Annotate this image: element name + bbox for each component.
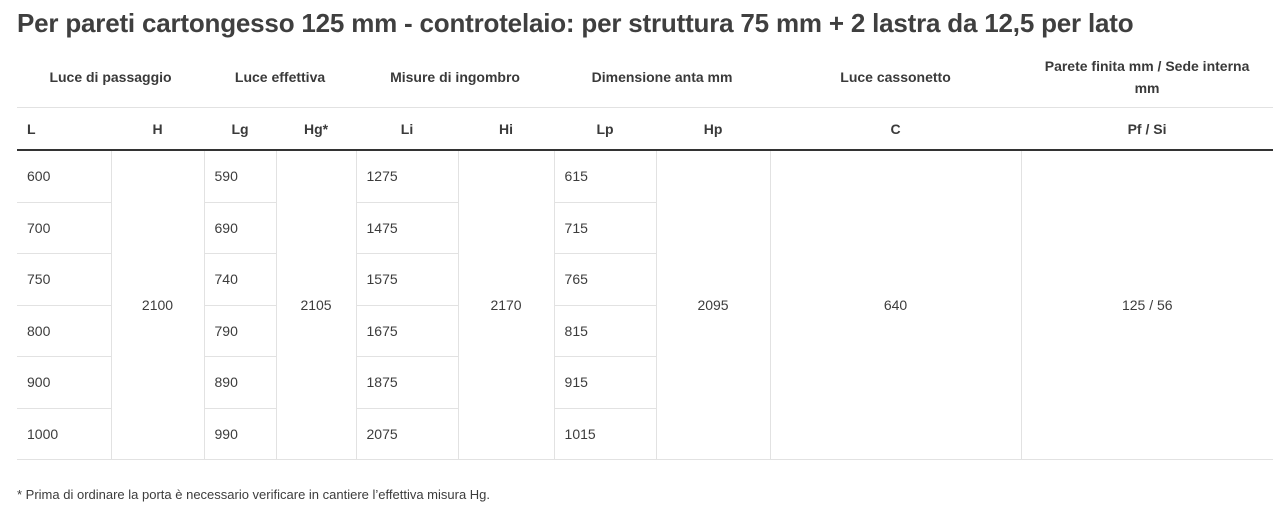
cell-c: 640 — [769, 150, 1022, 460]
table-row: 900 890 1875 915 — [17, 356, 1273, 409]
cell-li: 1575 — [356, 253, 459, 306]
cell-l: 900 — [17, 356, 111, 409]
cell-h: 2100 — [110, 150, 205, 460]
footnote: * Prima di ordinare la porta è necessari… — [17, 487, 491, 502]
col-header-li: Li — [356, 107, 459, 151]
group-header-luce-cassonetto: Luce cassonetto — [770, 46, 1022, 108]
cell-l: 600 — [17, 150, 111, 203]
col-header-pf-si: Pf / Si — [1021, 107, 1274, 151]
cell-pf-si: 125 / 56 — [1020, 150, 1274, 460]
col-header-l: L — [17, 107, 111, 151]
cell-hp: 2095 — [655, 150, 771, 460]
cell-lp: 615 — [554, 150, 657, 203]
cell-lp: 715 — [554, 202, 657, 254]
cell-lg: 990 — [204, 408, 277, 460]
cell-lp: 915 — [554, 356, 657, 409]
col-header-h: H — [111, 107, 205, 151]
group-header-parete-finita: Parete finita mm / Sede interna mm — [1021, 46, 1274, 108]
page-title: Per pareti cartongesso 125 mm - controte… — [17, 8, 1134, 38]
group-header-luce-effettiva: Luce effettiva — [204, 46, 357, 108]
cell-lp: 765 — [554, 253, 657, 306]
cell-l: 750 — [17, 253, 111, 306]
column-header-row: L H Lg Hg* Li Hi Lp Hp C Pf / Si — [17, 107, 1274, 151]
cell-lg: 590 — [204, 150, 277, 203]
table-row: 700 690 1475 715 — [17, 202, 1273, 254]
group-header-dimensione-anta: Dimensione anta mm — [554, 46, 771, 108]
col-header-lg: Lg — [204, 107, 277, 151]
cell-l: 1000 — [17, 408, 111, 460]
cell-li: 2075 — [356, 408, 459, 460]
col-header-c: C — [770, 107, 1022, 151]
cell-l: 700 — [17, 202, 111, 254]
spec-table: Luce di passaggio Luce effettiva Misure … — [17, 46, 1274, 460]
table-row: 1000 990 2075 1015 — [17, 408, 1273, 460]
cell-lp: 1015 — [554, 408, 657, 460]
cell-lg: 790 — [204, 305, 277, 357]
cell-l: 800 — [17, 305, 111, 357]
cell-hg: 2105 — [275, 150, 357, 460]
cell-li: 1475 — [356, 202, 459, 254]
group-header-misure-ingombro: Misure di ingombro — [356, 46, 555, 108]
col-header-lp: Lp — [554, 107, 657, 151]
table-row: 800 790 1675 815 — [17, 305, 1273, 357]
cell-hi: 2170 — [457, 150, 555, 460]
col-header-hi: Hi — [458, 107, 555, 151]
table-row: 600 2100 590 2105 1275 2170 615 2095 640… — [17, 150, 1274, 460]
group-header-row: Luce di passaggio Luce effettiva Misure … — [17, 46, 1274, 108]
cell-lg: 890 — [204, 356, 277, 409]
cell-li: 1675 — [356, 305, 459, 357]
cell-li: 1875 — [356, 356, 459, 409]
cell-lp: 815 — [554, 305, 657, 357]
group-header-luce-passaggio: Luce di passaggio — [17, 46, 205, 108]
cell-lg: 690 — [204, 202, 277, 254]
table-row: 750 740 1575 765 — [17, 253, 1273, 306]
col-header-hp: Hp — [656, 107, 771, 151]
cell-lg: 740 — [204, 253, 277, 306]
col-header-hg: Hg* — [276, 107, 357, 151]
cell-li: 1275 — [356, 150, 459, 203]
